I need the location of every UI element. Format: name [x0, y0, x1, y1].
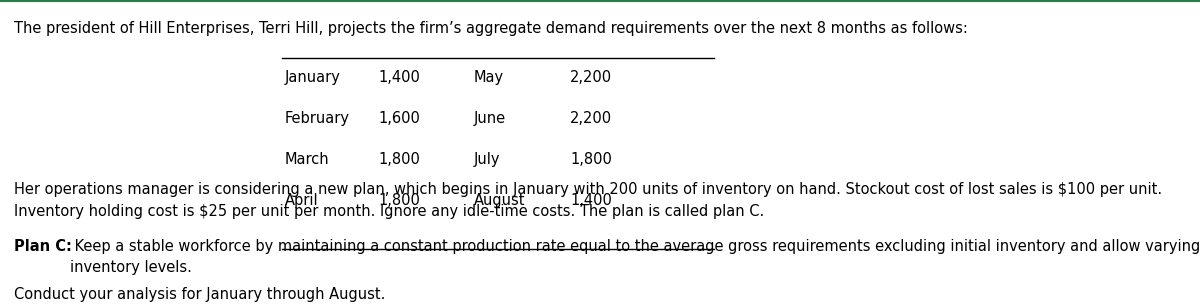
- Text: February: February: [284, 111, 349, 126]
- Text: June: June: [474, 111, 506, 126]
- Text: April: April: [284, 193, 318, 208]
- Text: 2,200: 2,200: [570, 111, 612, 126]
- Text: 1,800: 1,800: [378, 193, 420, 208]
- Text: July: July: [474, 152, 500, 167]
- Text: Conduct your analysis for January through August.: Conduct your analysis for January throug…: [14, 287, 385, 302]
- Text: The president of Hill Enterprises, Terri Hill, projects the firm’s aggregate dem: The president of Hill Enterprises, Terri…: [14, 21, 968, 36]
- Text: May: May: [474, 70, 504, 85]
- Text: 2,200: 2,200: [570, 70, 612, 85]
- Text: January: January: [284, 70, 341, 85]
- Text: 1,800: 1,800: [378, 152, 420, 167]
- Text: Keep a stable workforce by maintaining a constant production rate equal to the a: Keep a stable workforce by maintaining a…: [70, 239, 1200, 275]
- Text: Plan C:: Plan C:: [14, 239, 72, 254]
- Text: 1,400: 1,400: [378, 70, 420, 85]
- Text: 1,800: 1,800: [570, 152, 612, 167]
- Text: August: August: [474, 193, 526, 208]
- Text: Her operations manager is considering a new plan, which begins in January with 2: Her operations manager is considering a …: [14, 182, 1163, 219]
- Text: March: March: [284, 152, 329, 167]
- Text: 1,600: 1,600: [378, 111, 420, 126]
- Text: 1,400: 1,400: [570, 193, 612, 208]
